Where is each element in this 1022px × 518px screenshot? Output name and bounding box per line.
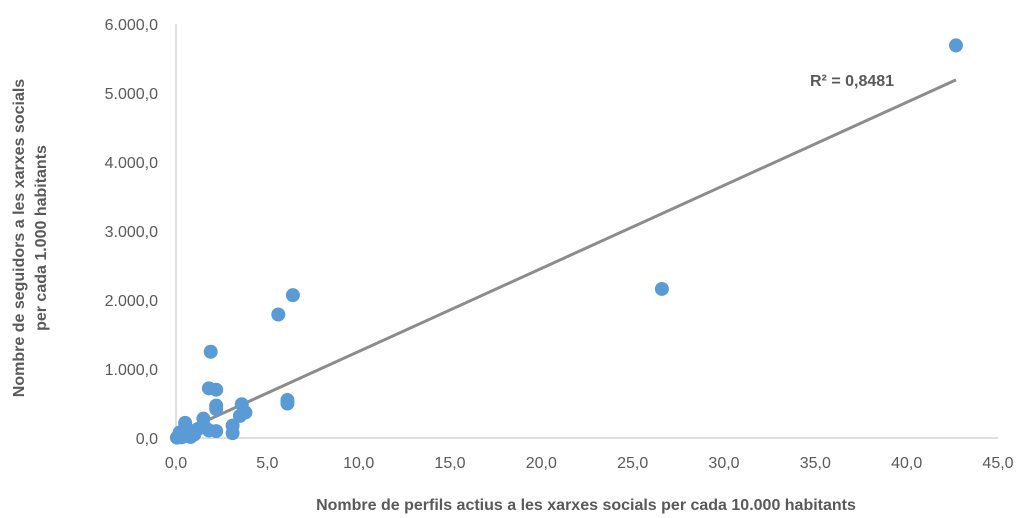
x-tick-label: 35,0 — [800, 455, 831, 472]
y-tick-label: 6.000,0 — [105, 17, 158, 34]
y-tick-label: 1.000,0 — [105, 362, 158, 379]
data-point — [271, 307, 286, 322]
data-point — [225, 426, 240, 441]
y-tick-label: 4.000,0 — [105, 155, 158, 172]
x-axis-title: Nombre de perfils actius a les xarxes so… — [316, 497, 856, 514]
data-point — [654, 281, 669, 296]
x-tick-label: 10,0 — [343, 455, 374, 472]
data-point — [183, 429, 198, 444]
trendline — [175, 78, 957, 436]
x-tick-label: 30,0 — [708, 455, 739, 472]
data-point — [280, 396, 295, 411]
data-point — [209, 382, 224, 397]
y-axis-title: Nombre de seguidors a les xarxes socials… — [11, 79, 50, 397]
y-tick-label: 3.000,0 — [105, 224, 158, 241]
x-tick-label: 20,0 — [526, 455, 557, 472]
y-tick-label: 5.000,0 — [105, 86, 158, 103]
data-point — [203, 344, 218, 359]
data-point — [209, 402, 224, 417]
x-tick-label: 5,0 — [256, 455, 278, 472]
data-point — [169, 430, 184, 445]
x-tick-label: 40,0 — [891, 455, 922, 472]
x-tick-label: 0,0 — [165, 455, 187, 472]
axes — [175, 24, 998, 439]
data-point — [285, 288, 300, 303]
data-point — [201, 423, 216, 438]
y-tick-labels: 0,0 1.000,0 2.000,0 3.000,0 4.000,0 5.000,0 6.… — [105, 17, 158, 448]
data-point — [948, 38, 963, 53]
y-tick-label: 2.000,0 — [105, 293, 158, 310]
y-axis-title-line-2: per cada 1.000 habitants — [33, 145, 50, 331]
x-tick-label: 15,0 — [434, 455, 465, 472]
x-tick-labels: 0,0 5,0 10,0 15,0 20,0 25,0 30,0 35,0 40,0 45,0 — [165, 455, 1014, 472]
trendline-line — [175, 78, 957, 436]
x-tick-label: 25,0 — [617, 455, 648, 472]
y-tick-label: 0,0 — [136, 431, 158, 448]
data-points — [169, 38, 963, 445]
y-axis-title-line-1: Nombre de seguidors a les xarxes socials — [11, 79, 28, 397]
data-point — [232, 408, 247, 423]
x-tick-label: 45,0 — [982, 455, 1013, 472]
r-squared-annotation: R² = 0,8481 — [810, 73, 894, 90]
